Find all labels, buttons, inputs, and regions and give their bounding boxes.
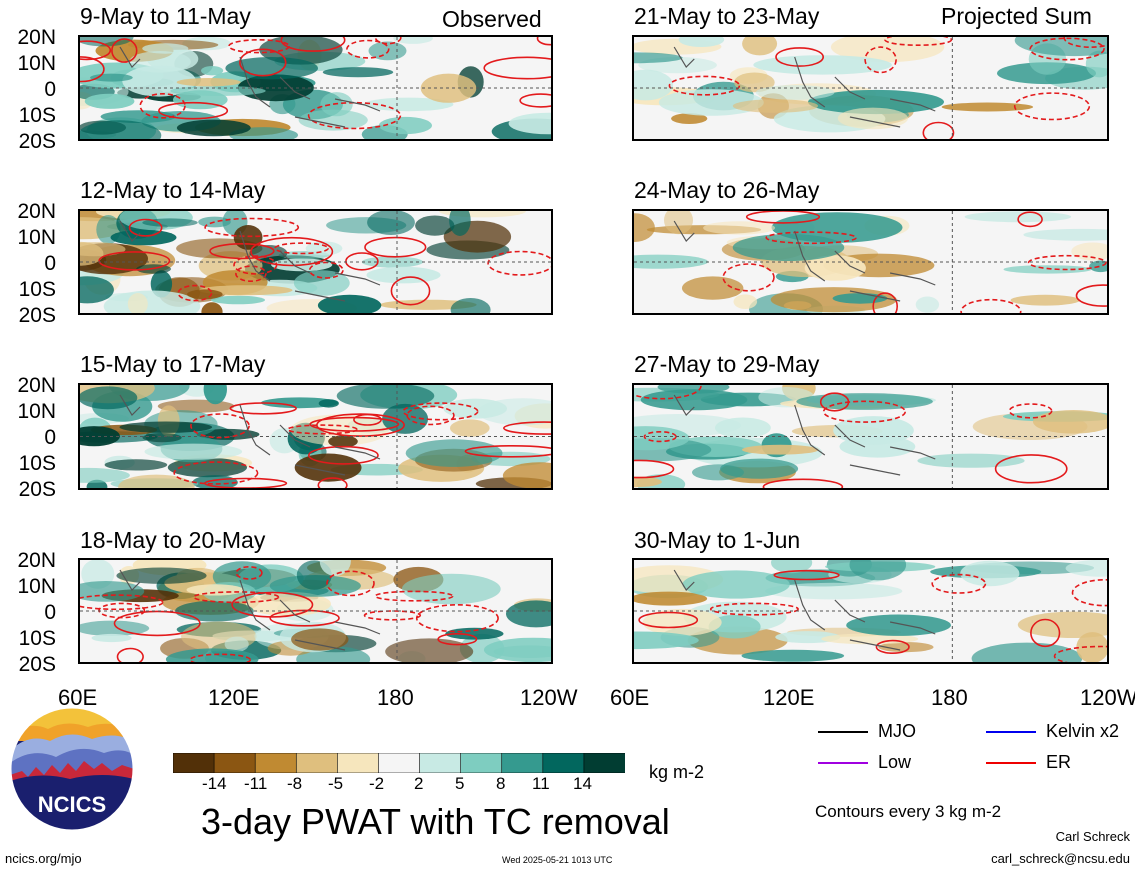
contour-note: Contours every 3 kg m-2: [815, 802, 1002, 821]
colorbar-tick-label: 2: [414, 774, 424, 793]
lat-label-10n: 10N: [17, 226, 56, 249]
lat-label-eq: 0: [44, 252, 56, 275]
colorbar-swatch: [378, 752, 421, 774]
map-field-3: [80, 211, 551, 313]
lat-label-20s: 20S: [18, 304, 56, 327]
ncics-logo: NCICS: [10, 707, 134, 831]
lat-label-10s: 10S: [18, 278, 56, 301]
lon-label-180: 180: [931, 685, 968, 710]
lat-label-20n: 20N: [17, 200, 56, 223]
lat-label-eq: 0: [44, 426, 56, 449]
map-panel-4: [632, 209, 1109, 315]
colorbar-tick-label: 5: [455, 774, 465, 793]
map-panel-6: [632, 383, 1109, 490]
colorbar-tick-label: -11: [244, 774, 268, 793]
projected-header: Projected Sum: [941, 3, 1092, 29]
colorbar-tick-label: -14: [202, 774, 227, 793]
map-field-5: [80, 385, 551, 488]
lat-label-10n: 10N: [17, 575, 56, 598]
panel-title-3: 12-May to 14-May: [80, 177, 266, 203]
lat-label-20s: 20S: [18, 478, 56, 501]
lat-label-10s: 10S: [18, 627, 56, 650]
lat-label-20s: 20S: [18, 653, 56, 676]
colorbar-swatch: [460, 752, 503, 774]
lat-label-20s: 20S: [18, 130, 56, 153]
colorbar-swatch: [501, 752, 544, 774]
colorbar-tick-label: -8: [287, 774, 303, 793]
legend-label-mjo: MJO: [878, 721, 916, 741]
lat-label-10s: 10S: [18, 104, 56, 127]
colorbar-swatch: [172, 752, 215, 774]
colorbar-tick-label: 11: [532, 774, 550, 793]
footer-timestamp: Wed 2025-05-21 1013 UTC: [502, 855, 613, 865]
map-field-6: [634, 385, 1107, 488]
colorbar-tick-label: -2: [369, 774, 385, 793]
legend-label-low: Low: [878, 752, 912, 772]
legend-label-kelvin: Kelvin x2: [1046, 721, 1120, 741]
colorbar-units: kg m-2: [649, 762, 705, 782]
colorbar-tick-label: 14: [573, 774, 592, 793]
lat-label-20n: 20N: [17, 549, 56, 572]
logo-text: NCICS: [38, 792, 106, 817]
legend-swatch-kelvin: [986, 731, 1036, 733]
colorbar-swatch: [254, 752, 298, 774]
lon-label-120w: 120W: [520, 685, 578, 710]
lon-label-180: 180: [377, 685, 414, 710]
lat-label-20n: 20N: [17, 374, 56, 397]
lon-label-60e: 60E: [58, 685, 98, 710]
colorbar-swatch: [337, 752, 380, 774]
lat-label-10n: 10N: [17, 52, 56, 75]
footer-author: Carl Schreck: [1055, 829, 1130, 844]
colorbar-swatches: [172, 752, 626, 774]
legend-label-er: ER: [1046, 752, 1072, 772]
colorbar-tick-label: 8: [496, 774, 506, 793]
panel-title-7: 18-May to 20-May: [80, 527, 266, 553]
lat-label-10n: 10N: [17, 400, 56, 423]
colorbar-swatch: [295, 752, 339, 774]
panel-title-1: 9-May to 11-May: [80, 3, 251, 29]
lon-label-120e: 120E: [208, 685, 260, 710]
map-panel-1: [78, 35, 553, 141]
colorbar-swatch: [583, 752, 626, 774]
footer-url: ncics.org/mjo: [5, 851, 82, 866]
legend-swatch-er: [986, 762, 1036, 764]
panel-title-6: 27-May to 29-May: [634, 351, 820, 377]
lat-label-20n: 20N: [17, 26, 56, 49]
panel-title-8: 30-May to 1-Jun: [634, 527, 801, 553]
legend-swatch-mjo: [818, 731, 868, 733]
lon-label-120w: 120W: [1080, 687, 1135, 709]
map-field-1: [80, 37, 551, 139]
lon-label-60e: 60E: [610, 685, 650, 710]
map-panel-3: [78, 209, 553, 315]
map-field-7: [80, 560, 551, 662]
panel-title-4: 24-May to 26-May: [634, 177, 820, 203]
panel-title-5: 15-May to 17-May: [80, 351, 266, 377]
colorbar: [172, 752, 626, 774]
colorbar-swatch: [542, 752, 585, 774]
map-field-8: [634, 560, 1107, 662]
panel-title-2: 21-May to 23-May: [634, 3, 820, 29]
map-panel-2: [632, 35, 1109, 141]
figure-title: 3-day PWAT with TC removal: [201, 801, 670, 842]
map-panel-7: [78, 558, 553, 664]
map-field-2: [634, 37, 1107, 139]
lat-label-10s: 10S: [18, 452, 56, 475]
colorbar-swatch: [213, 752, 256, 774]
footer-email: carl_schreck@ncsu.edu: [991, 851, 1130, 866]
colorbar-tick-label: -5: [328, 774, 344, 793]
map-panel-5: [78, 383, 553, 490]
lat-label-eq: 0: [44, 78, 56, 101]
observed-header: Observed: [442, 6, 542, 32]
map-field-4: [634, 211, 1107, 313]
lon-label-120e: 120E: [763, 685, 815, 710]
legend-swatch-low: [818, 762, 868, 764]
lat-label-eq: 0: [44, 601, 56, 624]
colorbar-swatch: [419, 752, 462, 774]
map-panel-8: [632, 558, 1109, 664]
